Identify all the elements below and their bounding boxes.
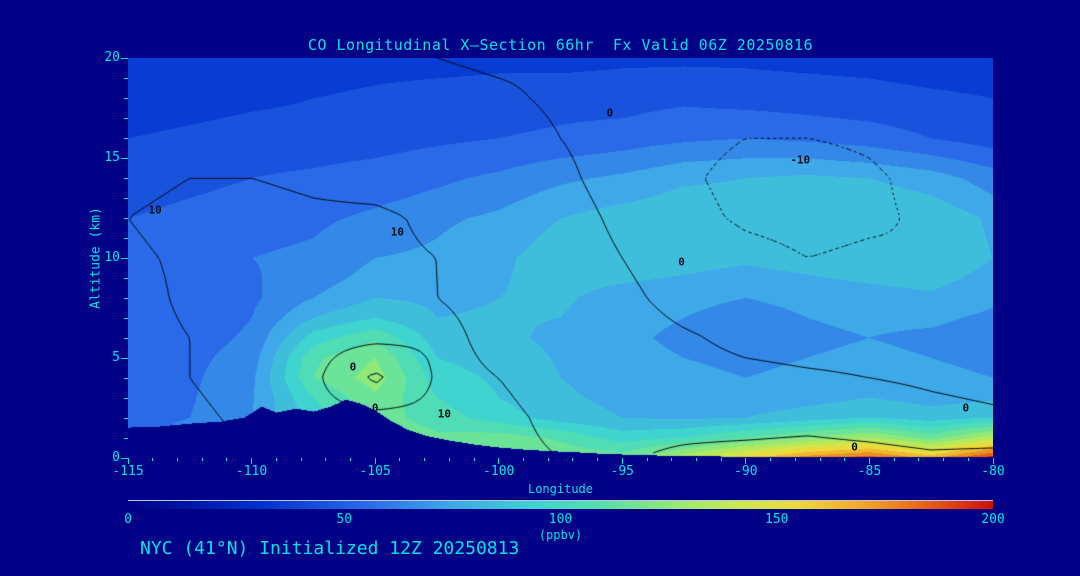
y-tick-mark [124, 277, 128, 279]
colorbar-canvas [128, 500, 993, 509]
y-tick-label: 5 [112, 350, 120, 365]
y-tick-mark [121, 57, 128, 59]
contour-label: 0 [371, 401, 379, 415]
contour-label: 0 [851, 440, 858, 454]
contour-label: 0 [349, 360, 357, 374]
y-tick-mark [124, 397, 128, 399]
y-tick-label: 10 [104, 250, 120, 265]
x-axis-label: Longitude [527, 482, 594, 496]
x-tick-mark [374, 458, 376, 464]
x-tick-mark [671, 458, 673, 461]
y-tick-mark [124, 197, 128, 199]
contour-label: 0 [678, 255, 685, 269]
y-tick-mark [124, 217, 128, 219]
y-tick-mark [124, 77, 128, 79]
x-tick-mark [745, 458, 747, 464]
x-tick-mark [893, 458, 895, 461]
x-tick-mark [770, 458, 772, 461]
contour-plot-canvas [128, 58, 993, 458]
x-tick-mark [621, 458, 623, 464]
colorbar-units-label: (ppbv) [538, 528, 583, 542]
x-tick-mark [325, 458, 327, 461]
x-tick-mark [152, 458, 154, 461]
x-tick-mark [992, 458, 994, 464]
x-tick-mark [399, 458, 401, 461]
x-tick-label: -110 [235, 464, 268, 479]
x-tick-label: -100 [483, 464, 515, 479]
x-tick-label: -80 [981, 464, 1005, 479]
x-tick-mark [572, 458, 574, 461]
y-tick-label: 0 [112, 450, 120, 465]
x-tick-mark [547, 458, 549, 461]
y-tick-mark [124, 97, 128, 99]
x-tick-mark [498, 458, 500, 464]
x-tick-mark [300, 458, 302, 461]
y-tick-label: 20 [104, 50, 120, 65]
colorbar-tick-label: 150 [765, 512, 789, 527]
y-tick-mark [124, 437, 128, 439]
contour-label: 10 [437, 407, 451, 421]
x-tick-mark [868, 458, 870, 464]
colorbar-tick-label: 0 [124, 512, 132, 527]
colorbar-tick-label: 100 [548, 512, 573, 527]
init-info-text: NYC (41°N) Initialized 12Z 20250813 [140, 538, 520, 559]
y-tick-mark [124, 137, 128, 139]
y-tick-mark [121, 357, 128, 359]
x-tick-mark [176, 458, 178, 461]
x-tick-mark [819, 458, 821, 461]
colorbar-tick-label: 200 [981, 512, 1005, 527]
y-tick-mark [124, 377, 128, 379]
colorbar-tick-label: 50 [336, 512, 353, 527]
x-tick-mark [201, 458, 203, 461]
y-tick-mark [124, 177, 128, 179]
x-tick-mark [424, 458, 426, 461]
x-tick-mark [226, 458, 228, 461]
x-tick-mark [695, 458, 697, 461]
chart-title: CO Longitudinal X—Section 66hr Fx Valid … [307, 36, 814, 54]
x-tick-mark [448, 458, 450, 461]
x-tick-mark [794, 458, 796, 461]
x-tick-label: -115 [112, 464, 144, 479]
contour-label: 0 [962, 401, 970, 415]
y-tick-mark [121, 257, 128, 259]
contour-label: 0 [606, 106, 614, 120]
x-tick-mark [943, 458, 945, 461]
x-tick-mark [473, 458, 475, 461]
x-tick-mark [720, 458, 722, 461]
x-tick-label: -95 [610, 464, 635, 479]
y-tick-mark [124, 317, 128, 319]
y-tick-label: 15 [104, 150, 120, 165]
contour-label: 10 [390, 225, 404, 239]
x-tick-mark [275, 458, 277, 461]
y-tick-mark [124, 297, 128, 299]
x-tick-mark [597, 458, 599, 461]
contour-label: -10 [790, 153, 811, 167]
y-tick-mark [124, 117, 128, 119]
x-tick-mark [844, 458, 846, 461]
contour-label: 10 [148, 203, 162, 217]
y-tick-mark [124, 237, 128, 239]
x-tick-mark [349, 458, 351, 461]
x-tick-label: -90 [734, 464, 758, 479]
y-tick-mark [124, 337, 128, 339]
x-tick-mark [918, 458, 920, 461]
y-tick-mark [124, 417, 128, 419]
x-tick-mark [127, 458, 129, 464]
x-tick-mark [522, 458, 524, 461]
y-tick-mark [121, 157, 128, 159]
x-tick-mark [967, 458, 969, 461]
x-tick-mark [251, 458, 253, 464]
x-tick-label: -105 [359, 464, 391, 479]
x-tick-mark [646, 458, 648, 461]
x-tick-label: -85 [857, 464, 882, 479]
y-tick-mark [121, 457, 128, 459]
